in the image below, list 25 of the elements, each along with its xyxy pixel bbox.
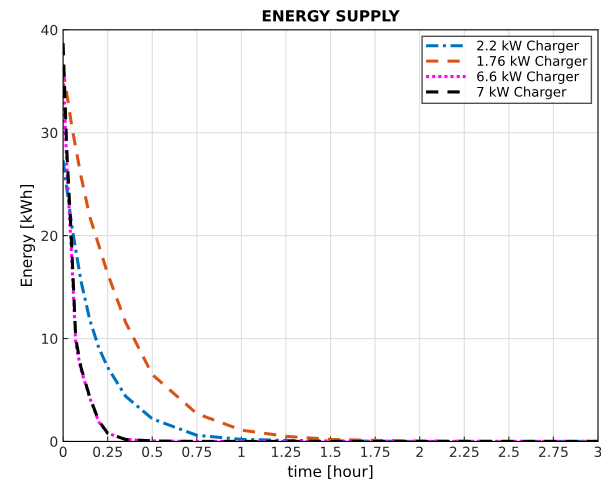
y-tick-label: 30	[42, 128, 58, 138]
x-tick-label: 2.25	[450, 446, 479, 458]
legend-label: 6.6 kW Charger	[477, 71, 580, 84]
x-tick-label: 1.5	[321, 446, 340, 458]
legend-label: 7 kW Charger	[477, 86, 566, 100]
y-tick-label: 0	[50, 436, 58, 447]
x-tick-label: 3	[594, 446, 601, 458]
x-tick-label: 1.25	[272, 446, 300, 458]
y-tick-label: 10	[42, 333, 58, 344]
x-tick-label: 0.5	[142, 446, 162, 458]
x-tick-label: 1	[238, 446, 245, 457]
y-tick-label: 20	[42, 230, 58, 242]
x-tick-label: 2.5	[498, 446, 519, 458]
chart-title: ENERGY SUPPLY	[262, 10, 400, 22]
x-axis-title: time [hour]	[288, 465, 372, 479]
x-tick-label: 0.75	[182, 446, 212, 458]
legend-label: 2.2 kW Charger	[477, 40, 580, 54]
y-axis-title: Energy [kWh]	[20, 184, 36, 286]
x-tick-label: 2.75	[538, 446, 568, 458]
legend-label: 1.76 kW Charger	[478, 56, 588, 68]
x-tick-label: 0	[60, 446, 67, 458]
y-tick-label: 40	[41, 24, 58, 36]
x-tick-label: 1.75	[361, 446, 390, 458]
x-tick-label: 0.25	[93, 446, 122, 458]
x-tick-label: 2	[416, 446, 423, 457]
